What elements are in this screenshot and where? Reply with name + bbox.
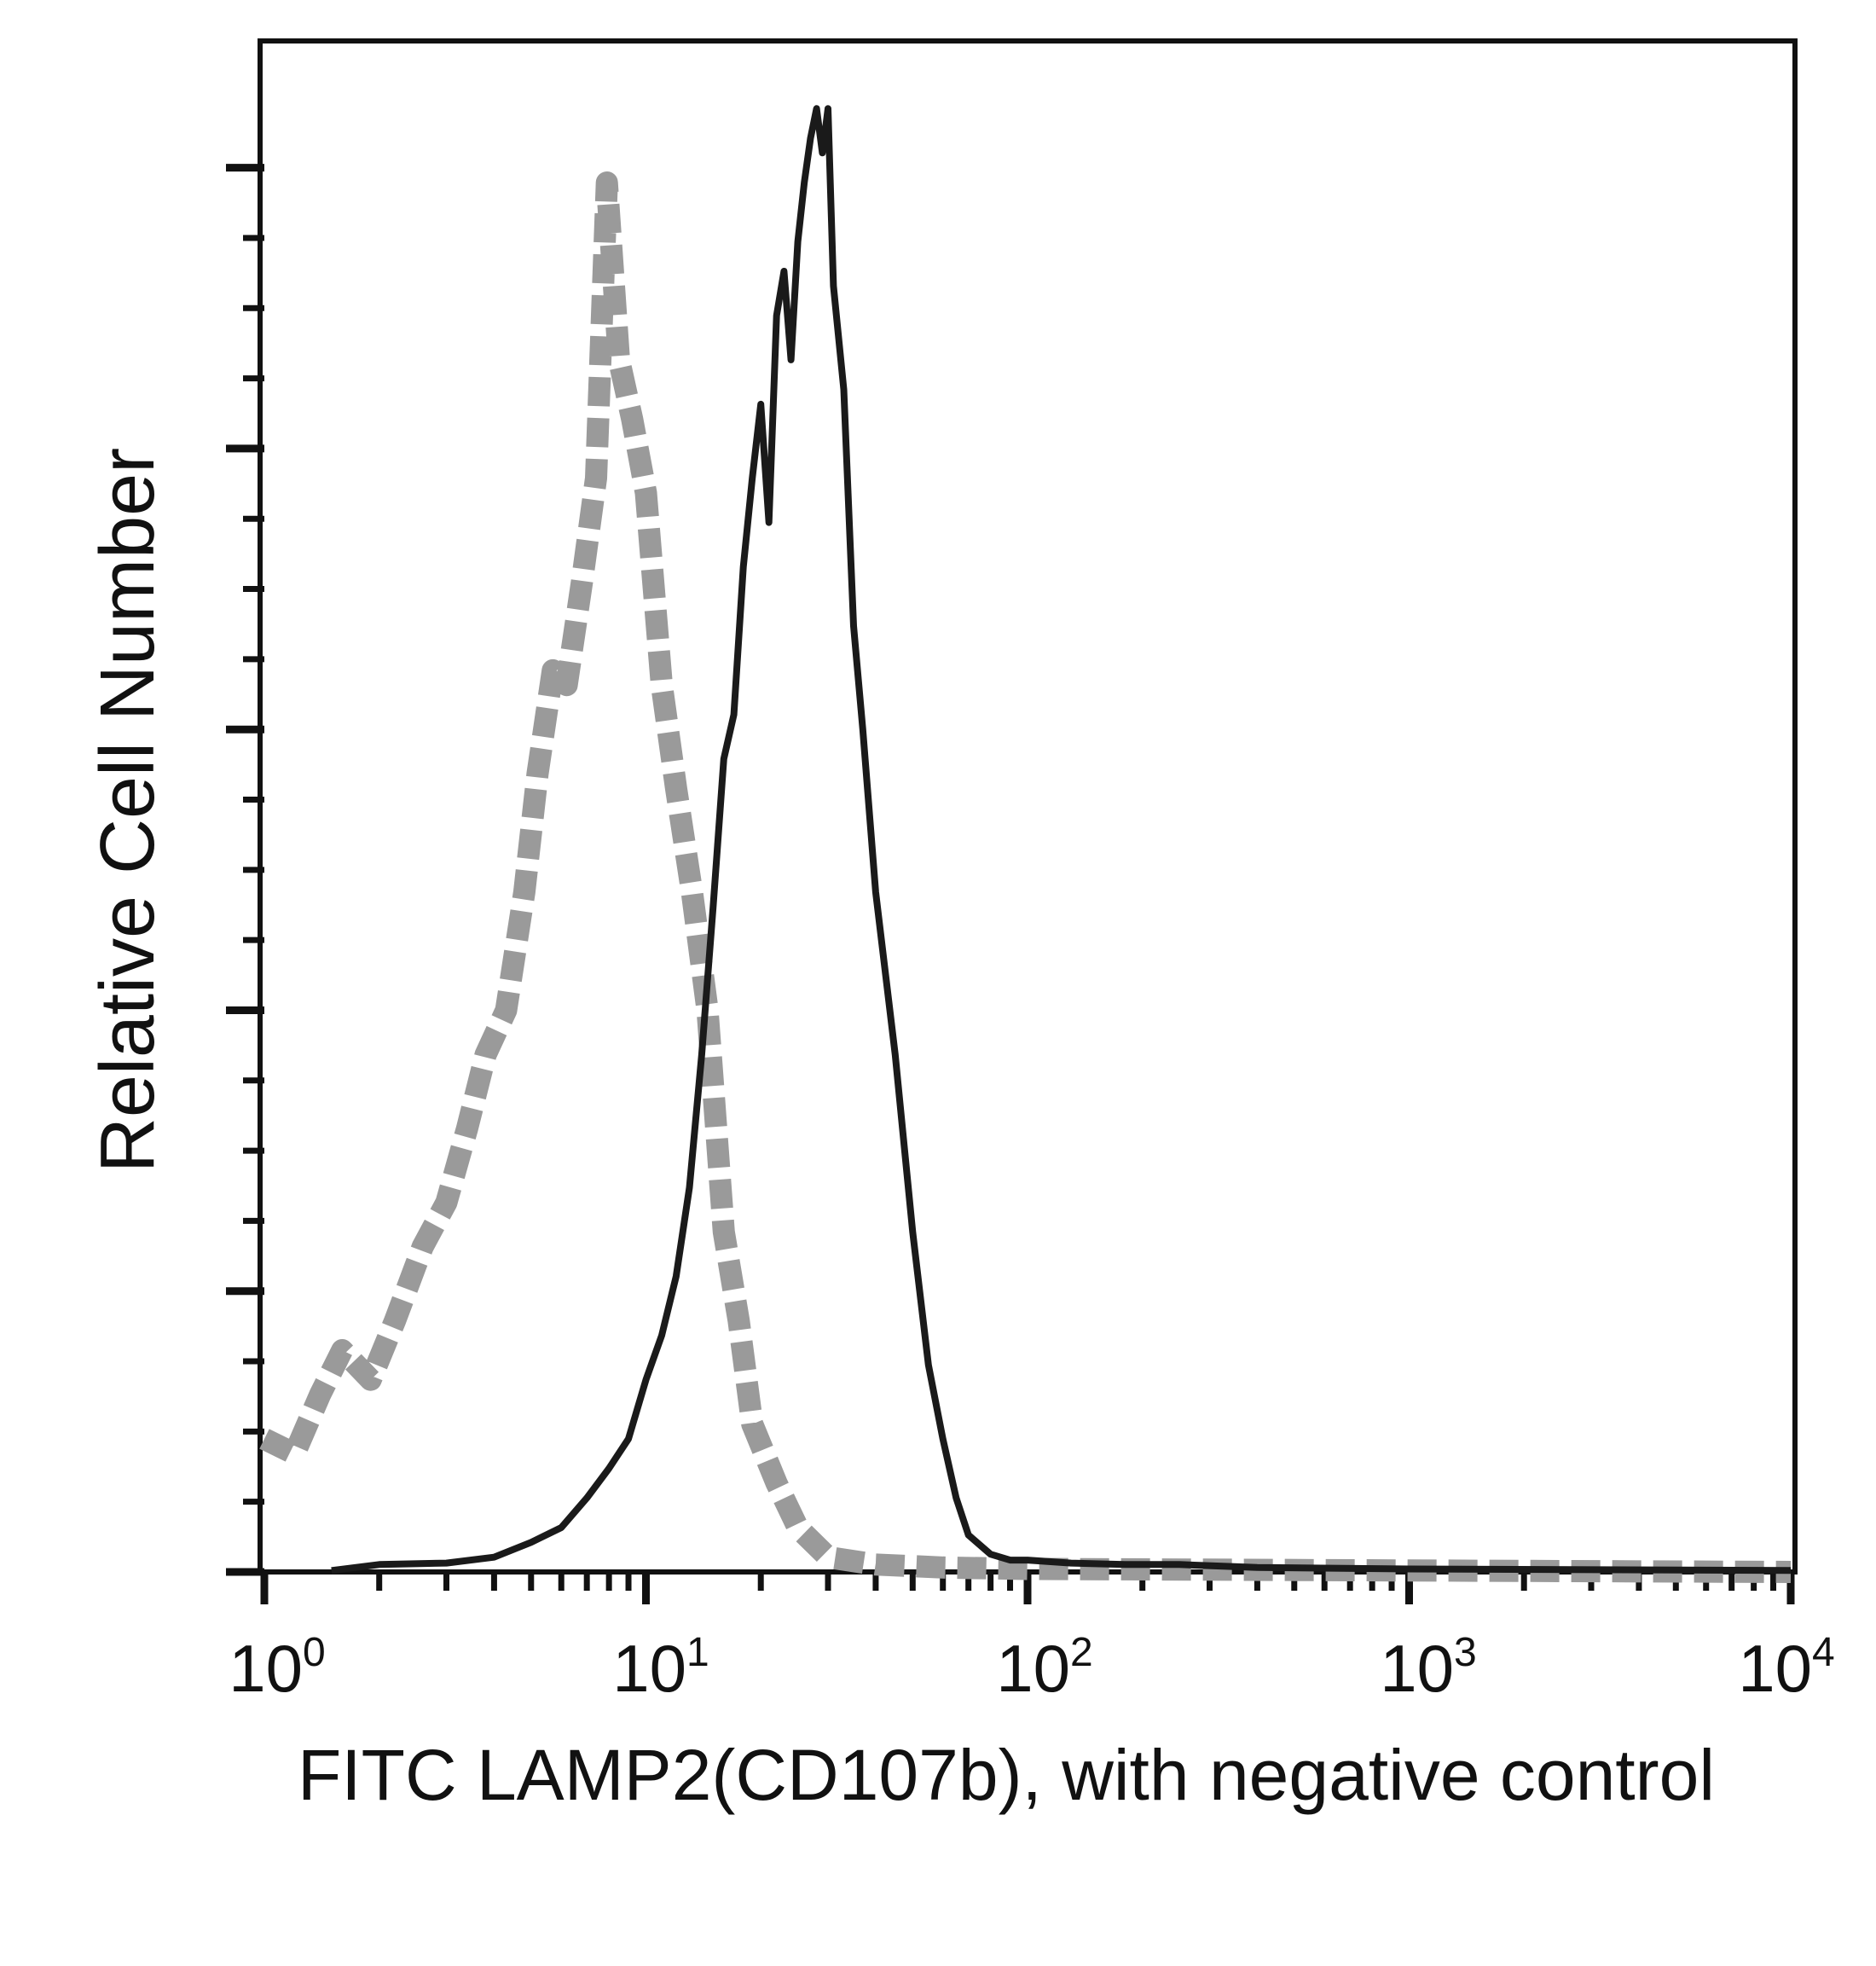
series-sample-line	[331, 105, 1792, 1575]
x-tick-labels: 100 101 102 103 104	[229, 1630, 1834, 1706]
x-tick-label: 101	[612, 1630, 709, 1706]
series-negative-control-line	[259, 171, 1792, 1583]
x-tick-label: 102	[996, 1630, 1092, 1706]
y-axis-label: Relative Cell Number	[85, 448, 171, 1173]
x-tick-label: 100	[229, 1630, 325, 1706]
ticks-layer	[226, 164, 1795, 1604]
plot-frame	[258, 38, 1798, 1575]
x-tick-label: 103	[1380, 1630, 1476, 1706]
series-layer	[259, 105, 1792, 1583]
x-axis-label: FITC LAMP2(CD107b), with negative contro…	[298, 1735, 1715, 1815]
x-tick-label: 104	[1738, 1630, 1834, 1706]
